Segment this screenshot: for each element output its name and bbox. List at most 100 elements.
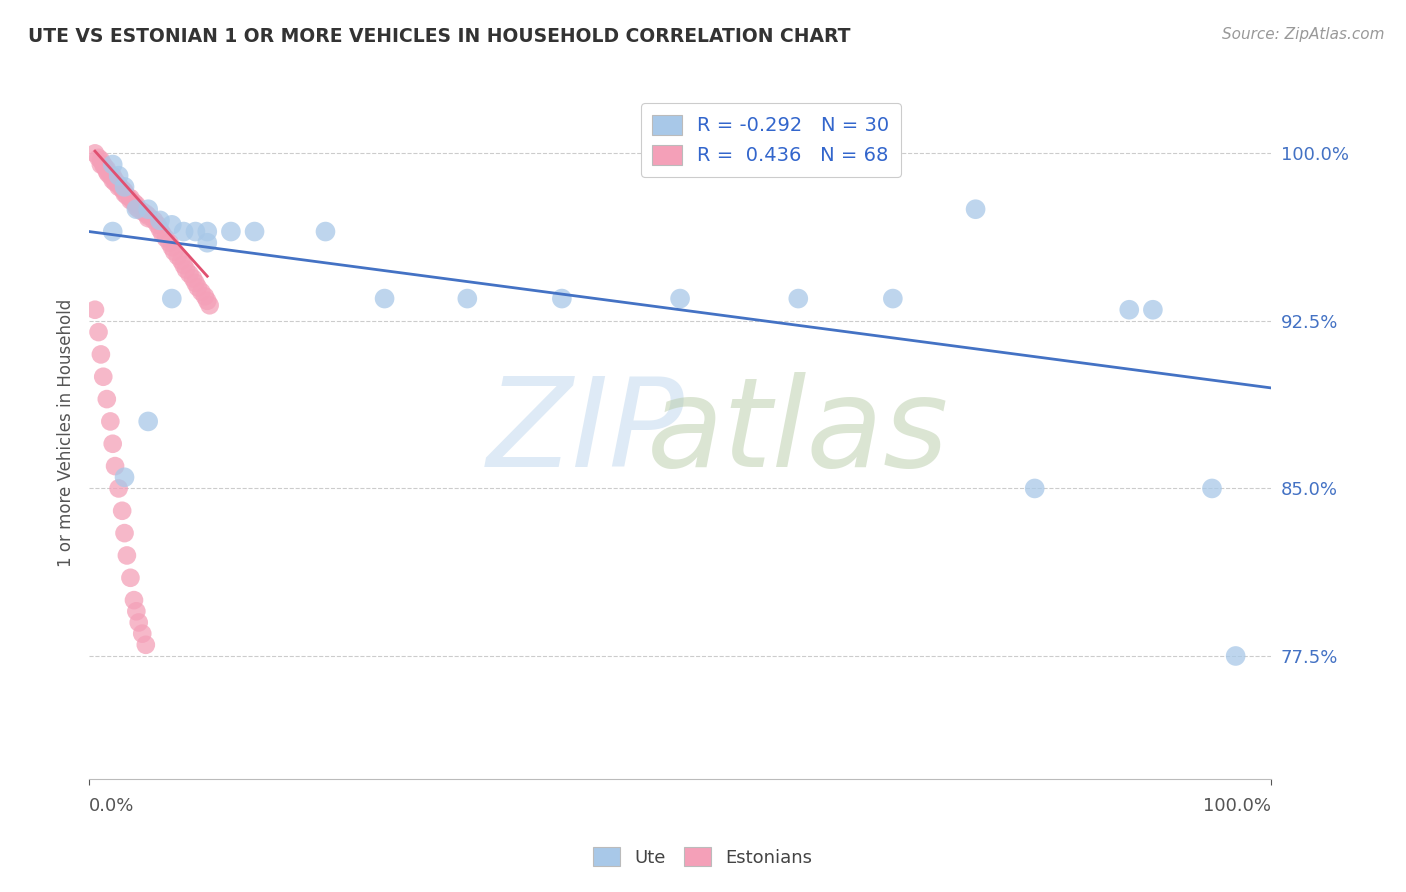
Point [882, 292, 904, 306]
Point [150, 227, 173, 241]
Point [107, 180, 129, 194]
Point [120, 571, 142, 585]
Point [122, 593, 145, 607]
Point [198, 298, 221, 312]
Point [195, 293, 218, 308]
Point [149, 222, 172, 236]
Point [163, 244, 186, 259]
Text: atlas: atlas [647, 372, 949, 493]
Point [166, 249, 188, 263]
Legend: R = -0.292   N = 30, R =  0.436   N = 68: R = -0.292 N = 30, R = 0.436 N = 68 [641, 103, 901, 178]
Point [181, 271, 204, 285]
Point [98, 414, 121, 428]
Point [219, 225, 242, 239]
Point [107, 482, 129, 496]
Point [97, 166, 120, 180]
Point [93, 160, 115, 174]
Point [104, 173, 127, 187]
Point [125, 198, 148, 212]
Point [173, 225, 195, 239]
Point [787, 292, 810, 306]
Point [965, 202, 987, 217]
Point [114, 470, 136, 484]
Point [160, 240, 183, 254]
Point [84, 302, 107, 317]
Point [143, 213, 166, 227]
Point [1142, 302, 1164, 317]
Point [91, 369, 114, 384]
Point [101, 225, 124, 239]
Point [1201, 482, 1223, 496]
Legend: Ute, Estonians: Ute, Estonians [586, 840, 820, 874]
Point [170, 253, 193, 268]
Point [122, 195, 145, 210]
Point [101, 436, 124, 450]
Point [374, 292, 396, 306]
Point [179, 267, 201, 281]
Point [115, 549, 138, 563]
Point [115, 189, 138, 203]
Point [243, 225, 266, 239]
Point [131, 626, 153, 640]
Point [159, 235, 181, 250]
Point [125, 202, 148, 217]
Text: ZIP: ZIP [486, 372, 685, 493]
Point [184, 225, 207, 239]
Point [114, 180, 136, 194]
Point [90, 157, 112, 171]
Point [125, 604, 148, 618]
Point [195, 235, 218, 250]
Point [91, 157, 114, 171]
Point [87, 151, 110, 165]
Point [149, 213, 172, 227]
Point [96, 161, 118, 176]
Point [96, 164, 118, 178]
Point [90, 347, 112, 361]
Point [114, 185, 136, 199]
Point [1118, 302, 1140, 317]
Text: Source: ZipAtlas.com: Source: ZipAtlas.com [1222, 27, 1385, 42]
Point [136, 414, 159, 428]
Point [173, 258, 195, 272]
Point [107, 178, 129, 192]
Point [194, 289, 217, 303]
Point [456, 292, 478, 306]
Point [669, 292, 692, 306]
Point [1024, 482, 1046, 496]
Point [90, 153, 112, 167]
Point [101, 173, 124, 187]
Point [101, 157, 124, 171]
Point [136, 211, 159, 226]
Point [146, 218, 169, 232]
Point [104, 459, 127, 474]
Point [111, 182, 134, 196]
Point [101, 169, 124, 183]
Point [84, 146, 107, 161]
Point [120, 191, 142, 205]
Point [104, 175, 127, 189]
Point [184, 276, 207, 290]
Point [136, 209, 159, 223]
Point [125, 200, 148, 214]
Point [131, 204, 153, 219]
Point [1225, 648, 1247, 663]
Point [96, 392, 118, 406]
Point [114, 526, 136, 541]
Point [136, 202, 159, 217]
Point [160, 218, 183, 232]
Point [128, 615, 150, 630]
Point [87, 325, 110, 339]
Point [107, 169, 129, 183]
Point [187, 280, 209, 294]
Point [114, 186, 136, 201]
Point [128, 202, 150, 217]
Point [135, 207, 157, 221]
Text: 0.0%: 0.0% [89, 797, 135, 814]
Point [120, 194, 142, 208]
Text: UTE VS ESTONIAN 1 OR MORE VEHICLES IN HOUSEHOLD CORRELATION CHART: UTE VS ESTONIAN 1 OR MORE VEHICLES IN HO… [28, 27, 851, 45]
Point [160, 292, 183, 306]
Point [551, 292, 574, 306]
Point [190, 285, 212, 299]
Point [155, 231, 177, 245]
Point [98, 169, 121, 183]
